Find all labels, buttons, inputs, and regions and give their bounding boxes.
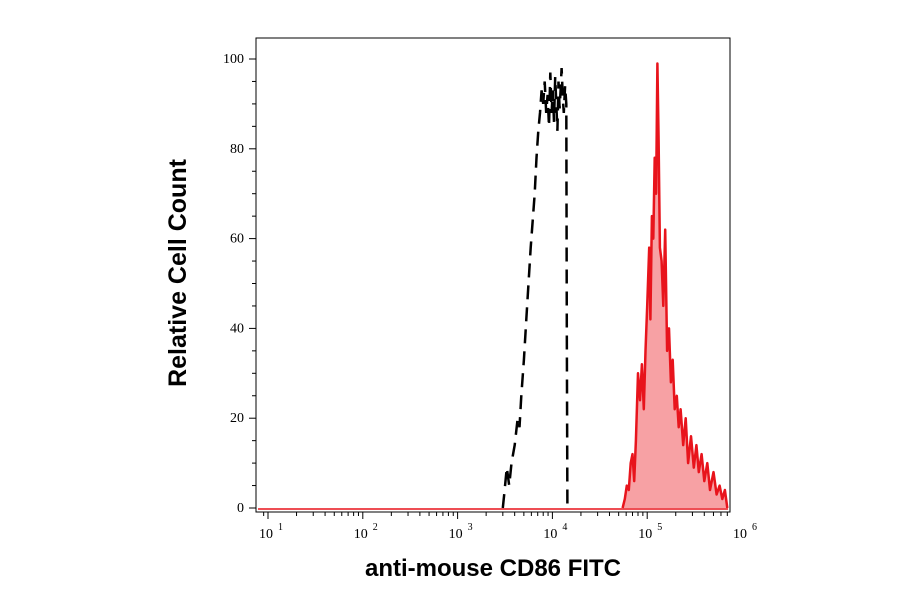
series-0-line bbox=[501, 67, 569, 509]
x-tick-exponent: 2 bbox=[373, 522, 378, 533]
x-tick-label: 10 bbox=[733, 527, 747, 542]
x-tick-label: 10 bbox=[354, 527, 368, 542]
x-tick-label: 10 bbox=[259, 527, 273, 542]
y-axis: 0 20 40 60 80 100 bbox=[223, 52, 256, 516]
plot-frame bbox=[255, 37, 731, 513]
x-axis: 10 1 10 2 10 3 10 4 10 5 10 6 bbox=[259, 512, 757, 542]
y-axis-title: Relative Cell Count bbox=[164, 158, 192, 386]
x-tick-label: 10 bbox=[543, 527, 557, 542]
x-tick-label: 10 bbox=[638, 527, 652, 542]
series-1-fill bbox=[622, 63, 728, 508]
x-tick-exponent: 5 bbox=[657, 522, 662, 533]
y-tick-label: 20 bbox=[230, 411, 244, 426]
y-tick-label: 40 bbox=[230, 321, 244, 336]
plot-area bbox=[255, 37, 731, 513]
x-tick-label: 10 bbox=[449, 527, 463, 542]
series-1-line bbox=[621, 62, 729, 509]
x-tick-exponent: 3 bbox=[468, 522, 473, 533]
y-tick-label: 60 bbox=[230, 232, 244, 247]
series-layer bbox=[258, 62, 729, 510]
y-tick-label: 100 bbox=[223, 52, 244, 67]
x-tick-exponent: 1 bbox=[278, 522, 283, 533]
x-axis-title: anti-mouse CD86 FITC bbox=[365, 555, 621, 582]
y-tick-label: 80 bbox=[230, 142, 244, 157]
x-tick-exponent: 6 bbox=[752, 522, 757, 533]
y-tick-label: 0 bbox=[237, 501, 244, 516]
x-tick-exponent: 4 bbox=[562, 522, 567, 533]
